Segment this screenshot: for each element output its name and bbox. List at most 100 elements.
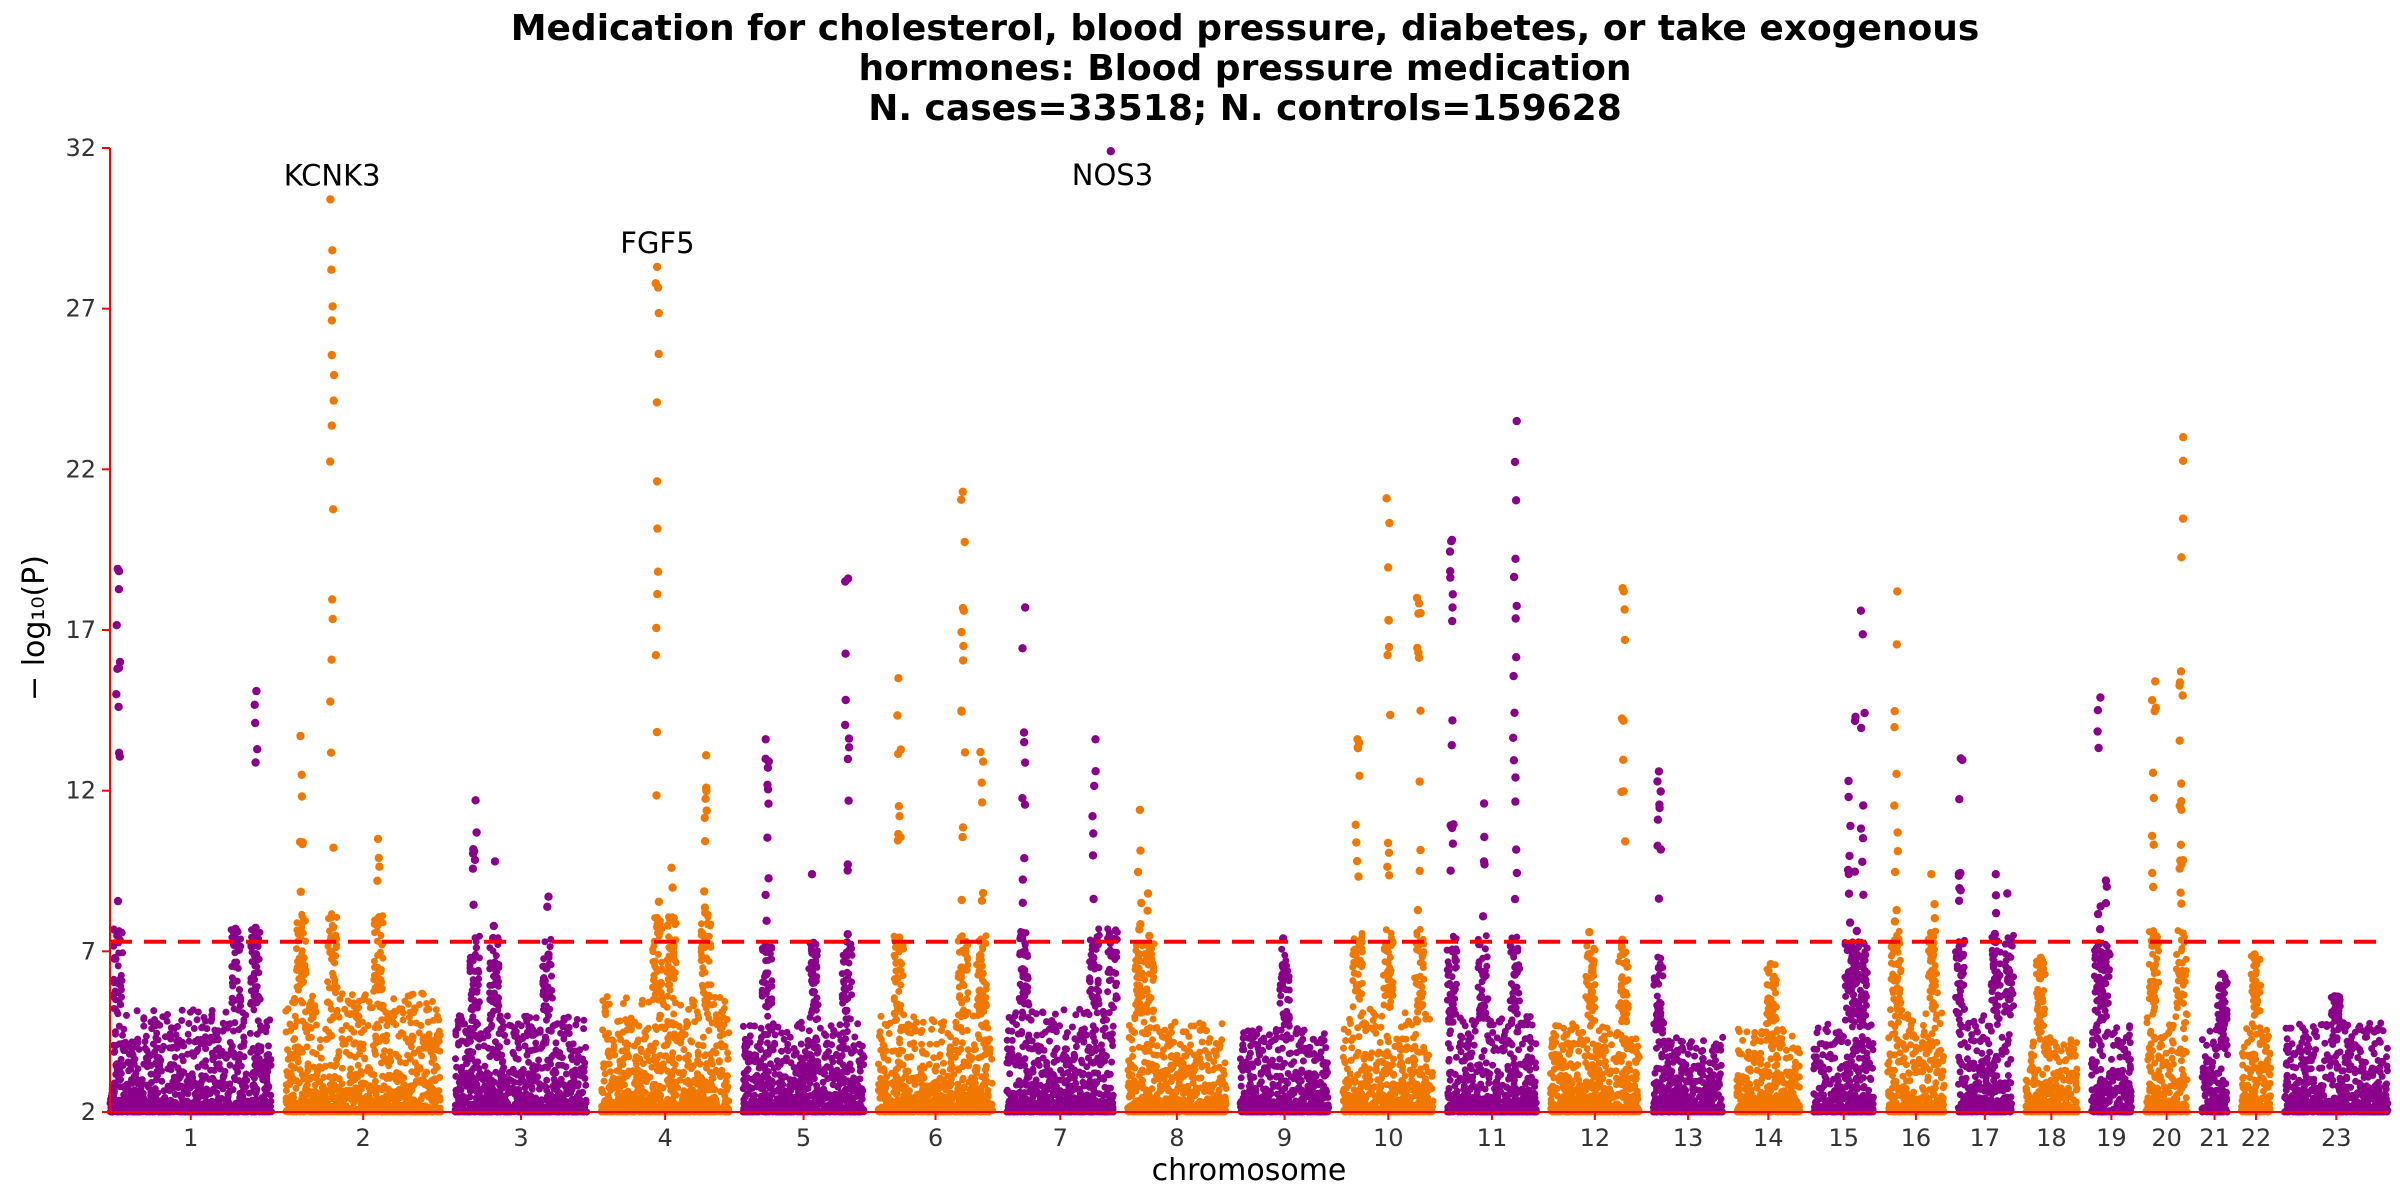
data-points bbox=[106, 147, 2392, 1116]
peak-point-chr1 bbox=[251, 758, 260, 767]
peak-point-chr10 bbox=[1386, 710, 1395, 720]
peak-point-chr16 bbox=[1891, 945, 1901, 954]
peak-point-chr4 bbox=[653, 283, 663, 292]
peak-point-chr5 bbox=[809, 962, 818, 972]
peak-point-chr5 bbox=[763, 785, 773, 794]
peak-point-chr19 bbox=[2094, 743, 2103, 753]
peak-point-chr11 bbox=[1512, 868, 1522, 878]
peak-point-chr21 bbox=[2218, 969, 2227, 978]
x-tick-label-chr15: 15 bbox=[1828, 1124, 1859, 1152]
peak-point-chr7 bbox=[1020, 800, 1030, 809]
peak-point-chr6 bbox=[976, 747, 985, 757]
peak-point-chr7 bbox=[1020, 758, 1030, 767]
peak-point-chr6 bbox=[958, 832, 967, 842]
x-tick-label-chr19: 19 bbox=[2096, 1124, 2127, 1152]
peak-point-chr2 bbox=[329, 370, 339, 380]
peak-point-chr1 bbox=[251, 718, 260, 728]
peak-point-chr11 bbox=[1509, 572, 1519, 582]
peak-point-chr10 bbox=[1383, 838, 1393, 848]
x-tick-label-chr21: 21 bbox=[2199, 1124, 2230, 1152]
peak-point-chr6 bbox=[958, 656, 968, 665]
peak-point-chr12 bbox=[1619, 755, 1628, 764]
peak-point-chr2 bbox=[376, 975, 385, 985]
peak-point-chr15 bbox=[1858, 1005, 1867, 1015]
peak-point-chr11 bbox=[1448, 590, 1458, 599]
peak-point-chr12 bbox=[1620, 605, 1629, 614]
peak-point-chr15 bbox=[1845, 979, 1854, 988]
peak-point-chr11 bbox=[1510, 894, 1520, 904]
peak-point-chr15 bbox=[1859, 976, 1869, 985]
peak-point-chr20 bbox=[2178, 514, 2188, 523]
peak-point-chr6 bbox=[975, 986, 984, 995]
peak-point-chr14 bbox=[1766, 960, 1775, 969]
peak-point-chr20 bbox=[2149, 793, 2158, 803]
peak-point-chr2 bbox=[298, 977, 307, 987]
peak-point-chr23 bbox=[2333, 992, 2342, 1002]
peak-point-chr17 bbox=[2005, 994, 2014, 1004]
peak-point-chr3 bbox=[490, 857, 500, 866]
y-tick-label: 17 bbox=[65, 616, 96, 644]
x-tick-label-chr16: 16 bbox=[1901, 1124, 1932, 1152]
peak-point-chr2 bbox=[326, 913, 335, 922]
peak-point-chr1 bbox=[115, 657, 125, 667]
peak-point-chr5 bbox=[807, 870, 817, 879]
peak-point-chr12 bbox=[1585, 927, 1594, 937]
peak-point-chr15 bbox=[1859, 890, 1868, 899]
peak-point-chr6 bbox=[960, 748, 970, 757]
peak-point-chr1 bbox=[114, 567, 124, 576]
peak-point-chr20 bbox=[2148, 868, 2157, 878]
peak-point-chr7 bbox=[1106, 147, 1116, 156]
peak-point-chr14 bbox=[1767, 1015, 1776, 1024]
peak-point-chr11 bbox=[1448, 716, 1457, 725]
peak-point-chr6 bbox=[979, 757, 988, 766]
peak-point-chr4 bbox=[653, 589, 662, 599]
y-tick-label: 32 bbox=[65, 134, 96, 162]
peak-point-chr17 bbox=[1957, 971, 1966, 980]
peak-point-chr7 bbox=[1020, 854, 1029, 863]
peak-point-chr1 bbox=[252, 998, 261, 1007]
peak-point-chr12 bbox=[1617, 714, 1627, 723]
peak-point-chr7 bbox=[1019, 738, 1029, 747]
peak-point-chr20 bbox=[2175, 801, 2184, 811]
peak-point-chr11 bbox=[1448, 603, 1457, 612]
peak-point-chr22 bbox=[2250, 950, 2259, 959]
y-axis-label: − log₁₀(P) bbox=[17, 555, 52, 701]
peak-point-chr8 bbox=[1135, 805, 1145, 815]
peak-point-chr18 bbox=[2036, 953, 2046, 962]
peak-point-chr7 bbox=[1018, 794, 1027, 803]
peak-point-chr2 bbox=[326, 748, 336, 757]
x-tick-label-chr12: 12 bbox=[1580, 1124, 1611, 1152]
peak-point-chr20 bbox=[2176, 888, 2185, 897]
peak-point-chr4 bbox=[653, 920, 662, 930]
peak-point-chr15 bbox=[1859, 801, 1868, 810]
y-tick-label: 7 bbox=[81, 937, 96, 965]
peak-point-chr9 bbox=[1282, 971, 1291, 981]
peak-point-chr3 bbox=[468, 849, 478, 858]
peak-point-chr20 bbox=[2177, 779, 2186, 788]
peak-point-chr17 bbox=[1990, 929, 2000, 939]
peak-point-chr4 bbox=[701, 794, 710, 803]
peak-point-chr17 bbox=[1955, 884, 1964, 893]
peak-point-chr17 bbox=[1954, 896, 1964, 905]
peak-point-chr11 bbox=[1480, 832, 1489, 842]
peak-point-chr10 bbox=[1414, 609, 1423, 618]
peak-point-chr19 bbox=[2095, 925, 2105, 934]
gene-labels: KCNK3 FGF5 NOS3 bbox=[284, 158, 1153, 260]
peak-point-chr22 bbox=[2251, 960, 2260, 970]
peak-point-chr20 bbox=[2175, 678, 2185, 687]
peak-point-chr7 bbox=[1019, 966, 1029, 975]
peak-point-chr2 bbox=[326, 697, 335, 706]
peak-point-chr20 bbox=[2176, 667, 2186, 676]
peak-point-chr6 bbox=[894, 802, 904, 811]
peak-point-chr10 bbox=[1416, 706, 1425, 715]
gene-label-nos3: NOS3 bbox=[1072, 158, 1153, 192]
peak-point-chr15 bbox=[1850, 867, 1860, 876]
peak-point-chr15 bbox=[1850, 966, 1860, 975]
peak-point-chr3 bbox=[471, 796, 480, 805]
peak-point-chr16 bbox=[1927, 870, 1936, 879]
peak-point-chr5 bbox=[761, 735, 770, 744]
peak-point-chr6 bbox=[895, 812, 904, 821]
peak-point-chr5 bbox=[761, 754, 770, 763]
peak-point-chr7 bbox=[1088, 851, 1098, 860]
peak-point-chr6 bbox=[957, 627, 966, 637]
